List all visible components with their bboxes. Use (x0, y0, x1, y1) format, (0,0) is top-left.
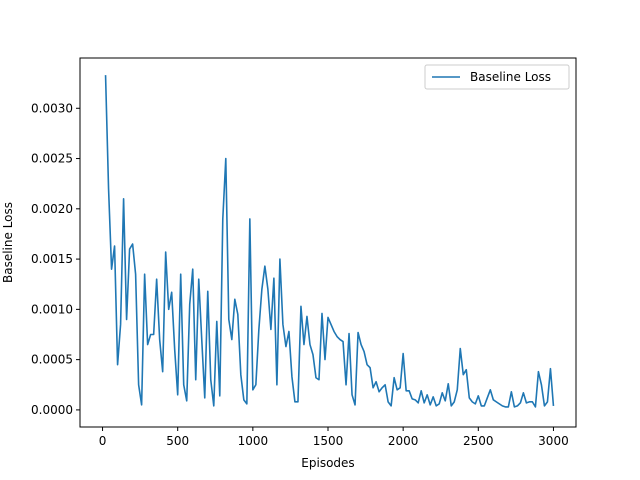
x-tick-label: 500 (166, 434, 189, 448)
x-tick-label: 0 (99, 434, 107, 448)
x-tick-label: 2500 (463, 434, 494, 448)
x-tick-label: 1500 (313, 434, 344, 448)
series-line-0 (104, 75, 555, 408)
x-tick-label: 3000 (538, 434, 569, 448)
y-tick-label: 0.0005 (31, 353, 73, 367)
y-tick-label: 0.0020 (31, 202, 73, 216)
x-axis-label: Episodes (301, 456, 354, 470)
x-tick-label: 2000 (388, 434, 419, 448)
y-tick-label: 0.0000 (31, 403, 73, 417)
legend: Baseline Loss (424, 64, 570, 90)
y-tick-label: 0.0030 (31, 101, 73, 115)
plot-content (104, 75, 555, 408)
legend-box (424, 64, 570, 90)
y-tick-label: 0.0015 (31, 252, 73, 266)
legend-entry-baseline-loss: Baseline Loss (470, 70, 551, 84)
x-tick-label: 1000 (238, 434, 269, 448)
y-axis-ticks: 0.0000 0.0005 0.0010 0.0015 0.0020 0.0025 0.00… (31, 101, 80, 417)
y-axis-label: Baseline Loss (1, 202, 15, 283)
y-tick-label: 0.0025 (31, 152, 73, 166)
y-tick-label: 0.0010 (31, 302, 73, 316)
x-axis-ticks: 0 500 1000 1500 2000 2500 3000 (99, 427, 569, 448)
